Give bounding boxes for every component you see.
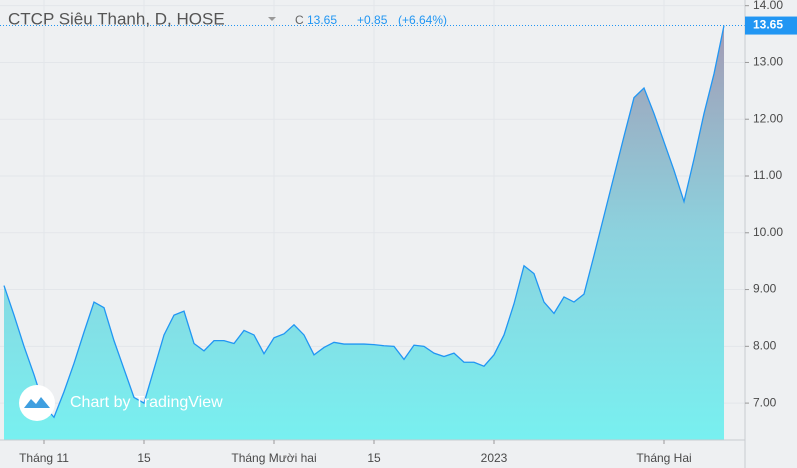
close-value: 13.65 <box>307 13 337 27</box>
x-tick-label: Tháng Hai <box>636 451 691 465</box>
last-price-badge <box>745 16 797 35</box>
x-tick-label: Tháng 11 <box>19 451 69 465</box>
area <box>4 25 724 440</box>
x-tick-label: Tháng Mười hai <box>231 451 316 465</box>
change-value: +0.85 <box>357 13 388 27</box>
last-price-label: 13.65 <box>753 18 783 32</box>
title-caret <box>268 17 276 21</box>
y-tick-label: 11.00 <box>753 168 782 182</box>
change-percent: (+6.64%) <box>398 13 447 27</box>
y-tick-label: 9.00 <box>753 282 777 296</box>
y-tick-label: 12.00 <box>753 111 783 125</box>
y-tick-label: 7.00 <box>753 395 777 409</box>
x-tick-label: 15 <box>367 451 381 465</box>
y-tick-label: 10.00 <box>753 225 783 239</box>
watermark: Chart by TradingView <box>19 385 223 421</box>
watermark-icon-shape <box>24 397 50 408</box>
chart-title: CTCP Siêu Thanh, D, HOSE <box>8 9 225 28</box>
y-tick-label: 8.00 <box>753 338 777 352</box>
line <box>3 25 725 419</box>
close-prefix: C <box>295 13 304 27</box>
watermark-text: Chart by TradingView <box>70 394 223 411</box>
y-tick-label: 13.00 <box>753 55 783 69</box>
y-tick-label: 14.00 <box>753 0 783 12</box>
x-tick-label: 15 <box>137 451 151 465</box>
x-tick-label: 2023 <box>481 451 508 465</box>
